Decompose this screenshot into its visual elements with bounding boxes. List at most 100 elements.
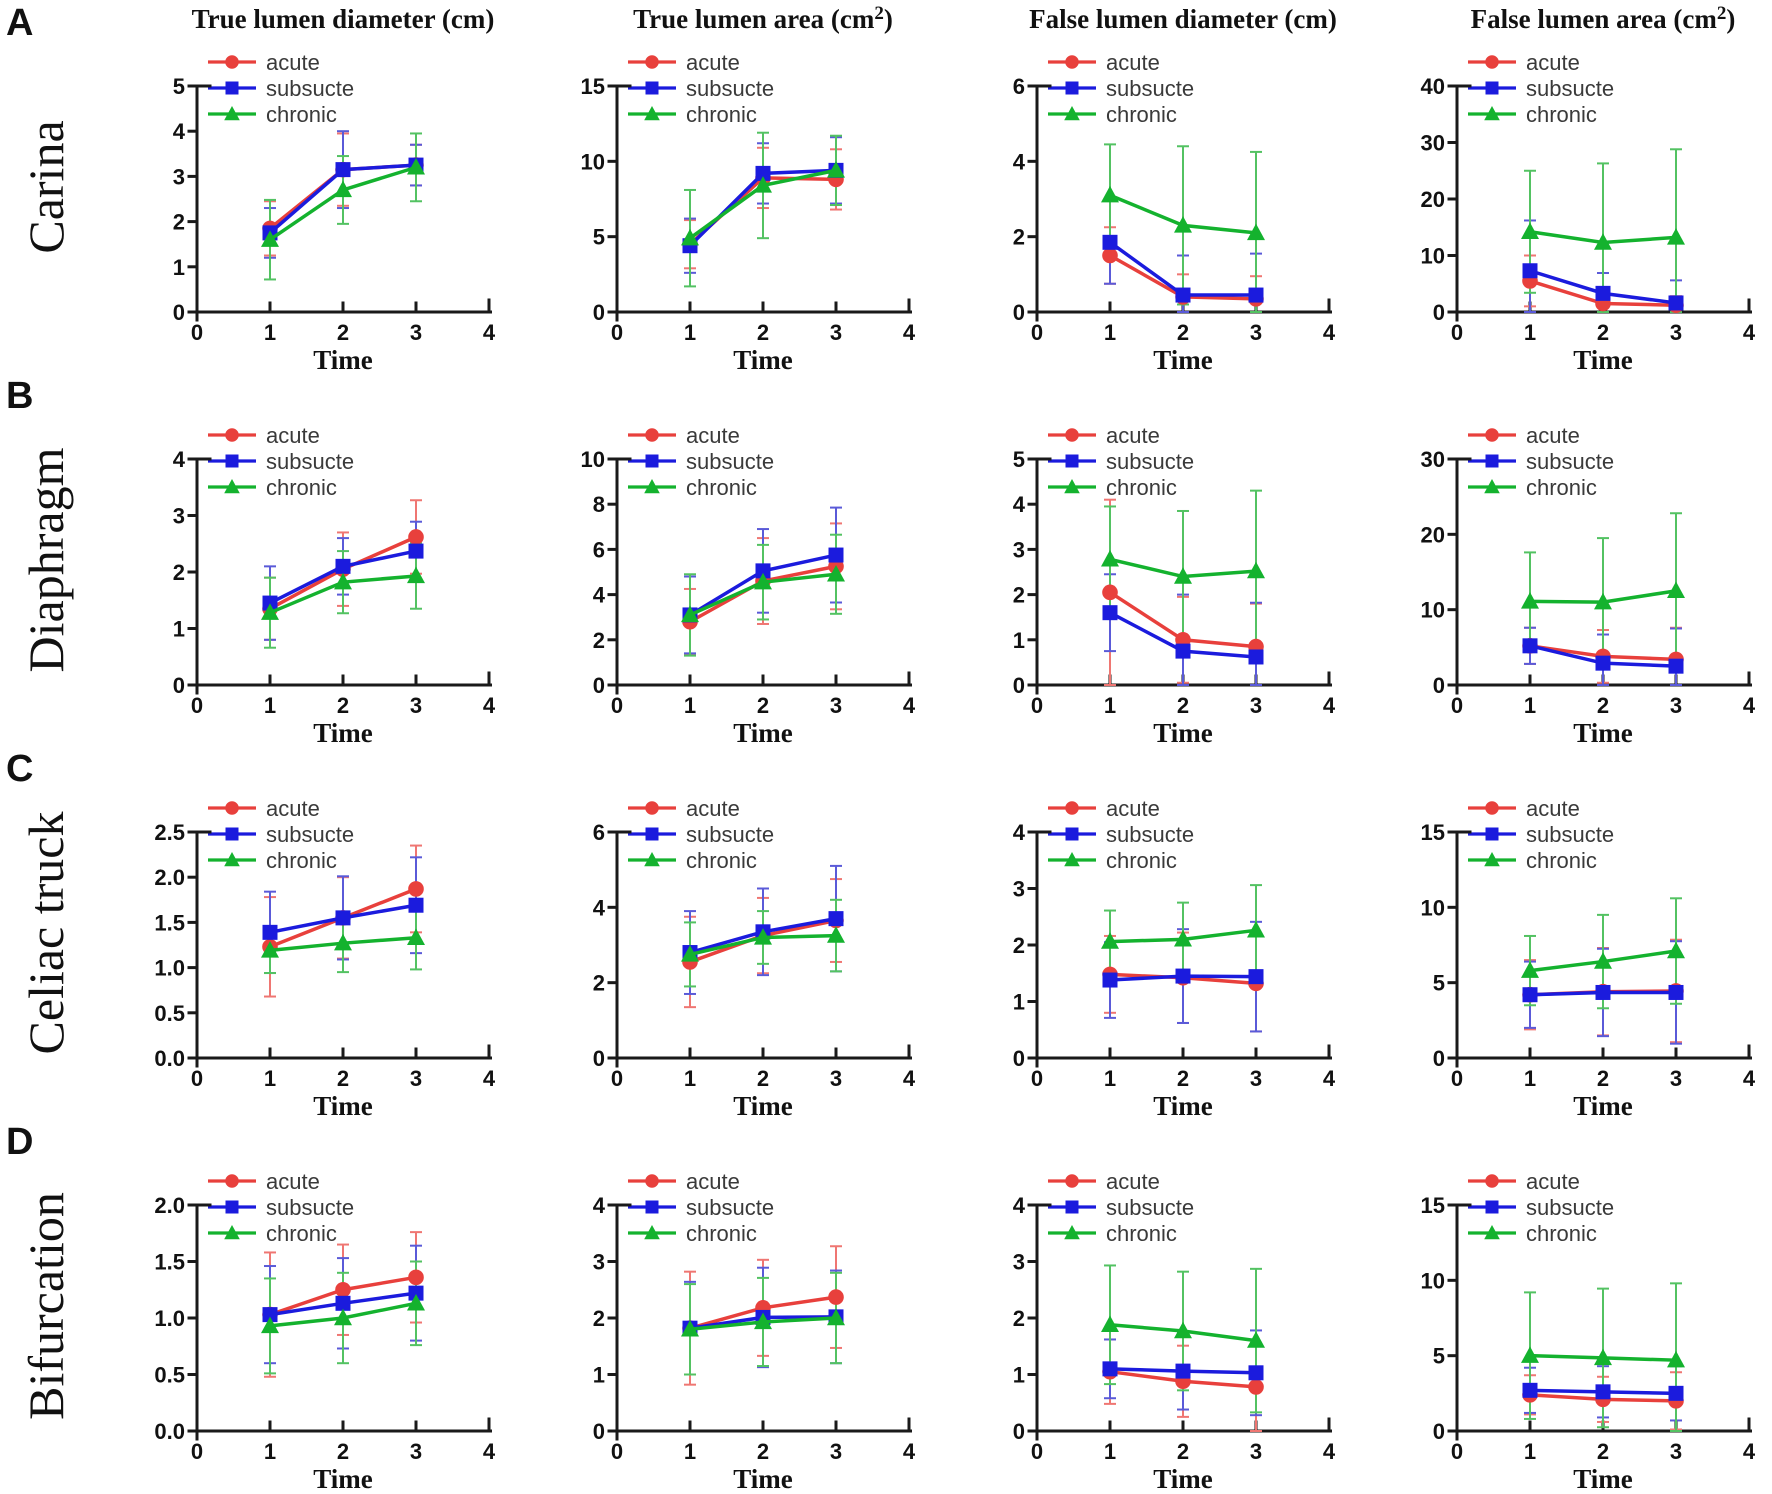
data-point-chronic [334, 933, 352, 951]
y-tick-label: 2 [593, 1306, 605, 1331]
data-point-subsucte [408, 543, 424, 559]
y-tick-label: 4 [1013, 820, 1026, 845]
legend-circle-marker [225, 55, 239, 69]
data-point-chronic [261, 230, 279, 247]
data-point-subsucte [1175, 968, 1191, 984]
legend-square-marker [225, 81, 239, 95]
data-point-chronic [334, 572, 352, 590]
y-tick-label: 0 [593, 673, 605, 698]
data-point-subsucte [755, 165, 771, 181]
data-point-chronic [1101, 932, 1119, 949]
y-tick-label: 2 [173, 560, 185, 585]
axis-label-time: Time [733, 345, 793, 373]
legend-square-marker [1485, 1200, 1499, 1214]
y-tick-label: 4 [593, 1193, 606, 1218]
x-tick-label: 1 [684, 320, 696, 345]
legend-label-acute: acute [1526, 1169, 1580, 1194]
legend-label-subsucte: subsucte [1526, 449, 1614, 474]
axis-label-time: Time [1573, 718, 1633, 746]
data-point-subsucte [1248, 969, 1264, 985]
y-tick-label: 4 [593, 583, 606, 608]
legend-label-acute: acute [1526, 796, 1580, 821]
chart-panel-a3: False lumen diameter (cm) acutesubsuctech… [1013, 4, 1337, 375]
y-tick-label: 3 [1013, 537, 1025, 562]
x-tick-label: 3 [830, 1066, 842, 1091]
legend-label-acute: acute [686, 423, 740, 448]
legend-circle-marker [1065, 801, 1079, 815]
x-tick-label: 4 [483, 693, 496, 718]
y-tick-label: 5 [1013, 447, 1025, 472]
error-bars-chronic [684, 533, 842, 657]
legend-circle-marker [1485, 801, 1499, 815]
x-tick-label: 1 [264, 320, 276, 345]
y-tick-label: 2 [1013, 583, 1025, 608]
x-tick-label: 2 [1597, 1439, 1609, 1464]
y-tick-label: 1 [1013, 990, 1025, 1015]
data-point-chronic [1247, 1331, 1265, 1348]
x-tick-label: 0 [1031, 693, 1043, 718]
row-label: Bifurcation [18, 1191, 74, 1420]
y-tick-label: 4 [1013, 149, 1026, 174]
panel-title-base: False lumen area (cm [1471, 4, 1718, 34]
legend-label-acute: acute [686, 796, 740, 821]
x-tick-label: 3 [1670, 693, 1682, 718]
y-tick-label: 1 [173, 255, 185, 280]
y-tick-label: 0.0 [154, 1046, 185, 1071]
data-point-subsucte [1248, 1365, 1264, 1381]
legend-triangle-marker [1484, 1224, 1500, 1240]
y-tick-label: 20 [1421, 187, 1445, 212]
y-tick-label: 0.0 [154, 1419, 185, 1444]
x-tick-label: 2 [337, 693, 349, 718]
y-tick-label: 10 [581, 447, 605, 472]
legend-circle-marker [1485, 55, 1499, 69]
data-point-acute [828, 1289, 844, 1305]
y-tick-label: 4 [173, 447, 186, 472]
data-point-subsucte [1248, 649, 1264, 665]
y-tick-label: 5 [593, 225, 605, 250]
data-point-chronic [1667, 1350, 1685, 1368]
y-tick-label: 5 [1433, 1344, 1445, 1369]
x-tick-label: 4 [483, 1439, 496, 1464]
data-point-chronic [261, 603, 279, 620]
x-tick-label: 0 [191, 1439, 203, 1464]
x-tick-label: 0 [611, 320, 623, 345]
x-tick-label: 1 [264, 693, 276, 718]
y-tick-label: 4 [593, 895, 606, 920]
axes [187, 457, 492, 695]
x-tick-label: 0 [191, 320, 203, 345]
x-tick-label: 2 [1177, 320, 1189, 345]
x-tick-label: 2 [757, 693, 769, 718]
data-point-chronic [1594, 233, 1612, 250]
panel-title-sup: 2 [1717, 3, 1727, 24]
legend-triangle-marker [1484, 478, 1500, 494]
data-point-subsucte [1595, 655, 1611, 671]
chart-cell-c2: acute subsucte chronic 0 2 4 6 0 1 2 3 4 Time [512, 746, 932, 1121]
legend-label-acute: acute [1526, 423, 1580, 448]
axis-label-time: Time [1153, 1464, 1213, 1492]
axis-label-time: Time [1153, 1091, 1213, 1119]
chart-cell-c1: acute subsucte chronic 0.0 0.5 1.0 1.5 2.0 2.5 0 1… [92, 746, 512, 1121]
error-bars-chronic [1524, 512, 1682, 670]
data-point-subsucte [755, 563, 771, 579]
data-point-subsucte [1668, 1385, 1684, 1401]
x-tick-label: 2 [757, 320, 769, 345]
legend-circle-marker [1065, 55, 1079, 69]
legend-label-acute: acute [686, 1169, 740, 1194]
data-point-subsucte [1102, 234, 1118, 250]
data-point-subsucte [828, 911, 844, 927]
data-point-subsucte [828, 547, 844, 563]
axes [1447, 84, 1752, 322]
x-tick-label: 4 [903, 320, 916, 345]
axis-label-time: Time [1153, 718, 1213, 746]
data-point-subsucte [1522, 638, 1538, 654]
x-tick-label: 1 [1104, 693, 1116, 718]
data-point-chronic [681, 1320, 699, 1337]
data-point-chronic [407, 1294, 425, 1311]
y-tick-label: 1.0 [154, 956, 185, 981]
